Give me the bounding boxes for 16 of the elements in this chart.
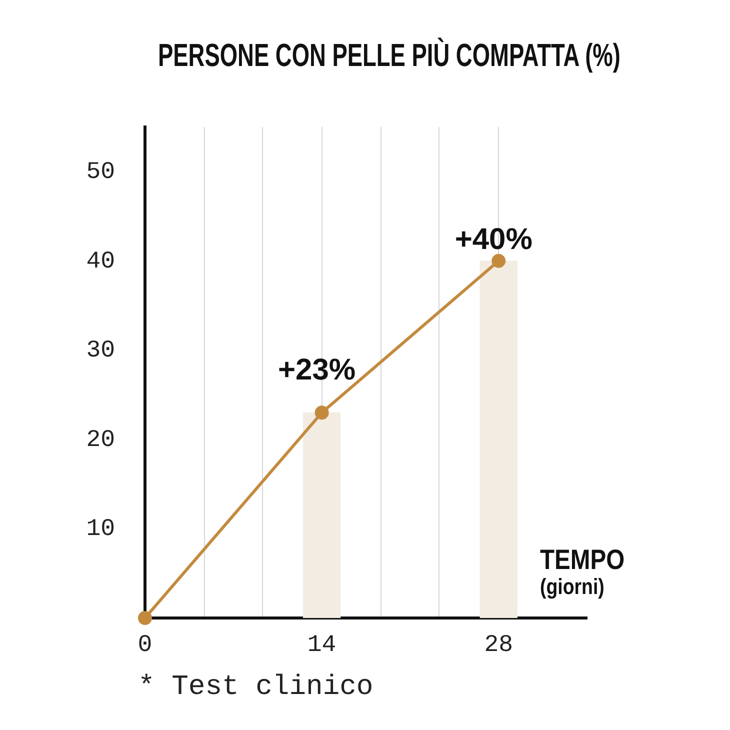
y-tick-label: 10: [86, 516, 115, 544]
y-tick-label: 40: [86, 248, 115, 276]
y-tick-label: 20: [86, 426, 115, 454]
y-axis-title: PERSONE CON PELLE PIÙ COMPATTA (%): [158, 37, 620, 74]
text: * Test clinico: [138, 672, 374, 703]
data-label: +23%: [278, 354, 356, 387]
x-tick-label: 0: [138, 632, 152, 659]
point: [492, 254, 506, 268]
x-axis-title: TEMPO (giorni): [540, 544, 626, 600]
y-tick-label: 30: [86, 338, 115, 365]
x-tick-label: 14: [307, 632, 336, 659]
y-tick-label: 50: [86, 158, 115, 186]
x-tick-label: 28: [484, 632, 514, 659]
point: [314, 406, 329, 420]
data-label: +40%: [454, 222, 532, 256]
point: [138, 611, 152, 625]
